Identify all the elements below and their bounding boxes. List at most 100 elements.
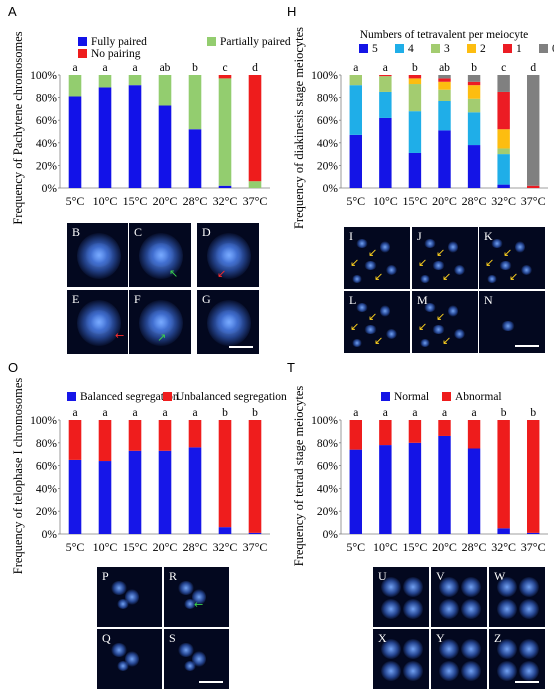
chart-h-sig-letter: c bbox=[501, 62, 506, 74]
arrow-icon: ↙ bbox=[436, 310, 446, 323]
chart-h-bar-2 bbox=[408, 78, 422, 85]
micrograph-panel-label: I bbox=[349, 229, 353, 243]
chart-h-xtick-label: 20°C bbox=[432, 194, 457, 208]
chart-h-ylabel: Frequency of diakinesis stage meiocytes bbox=[292, 27, 306, 229]
micrograph-panel: ↙ ↙ ↙ J bbox=[411, 226, 479, 290]
micrograph-panel: S bbox=[163, 628, 230, 690]
chart-t-xtick-label: 20°C bbox=[432, 540, 457, 554]
chart-o-legend-label: Balanced segregation bbox=[80, 391, 179, 403]
chromatin-blob bbox=[515, 241, 525, 253]
arrow-icon: ↖ bbox=[169, 267, 179, 280]
chart-h-ytick-label: 100% bbox=[311, 70, 338, 82]
chromatin-blob bbox=[125, 651, 139, 667]
chromatin-blob bbox=[403, 639, 423, 659]
chart-h-bar-3 bbox=[467, 98, 481, 113]
chart-h-legend-swatch bbox=[395, 44, 404, 53]
arrow-icon: ↙ bbox=[418, 320, 428, 333]
chart-a-bar-fully-paired bbox=[218, 185, 232, 188]
chart-h-panel-letter: H bbox=[287, 4, 296, 19]
chart-a-sig-letter: ab bbox=[160, 62, 171, 74]
chart-o-xtick-label: 10°C bbox=[93, 540, 118, 554]
chromatin-blob bbox=[519, 639, 539, 659]
micrograph-panel: ↙ ↙ ↙ L bbox=[343, 290, 411, 354]
chromatin-blob bbox=[519, 599, 539, 619]
chart-o-bar-balanced-segregation bbox=[158, 450, 172, 534]
chromatin-blob bbox=[501, 321, 515, 331]
chart-a-ytick-label: 20% bbox=[36, 160, 58, 172]
chromatin-blob bbox=[356, 303, 368, 312]
micrograph-panel-label: R bbox=[169, 569, 178, 583]
chart-h-bar-1 bbox=[527, 185, 540, 188]
chart-a-legend-label: Partially paired bbox=[220, 36, 291, 48]
chart-a-xtick-label: 37°C bbox=[243, 194, 268, 208]
chart-a-bar-no-pairing bbox=[218, 75, 232, 79]
chart-h-bar-5 bbox=[408, 152, 422, 188]
chart-h-legend-label: 2 bbox=[480, 43, 486, 55]
chart-h-bar-4 bbox=[467, 112, 481, 146]
chart-o-bar-unbalanced-segregation bbox=[128, 420, 142, 451]
micrograph-panel: V bbox=[430, 566, 488, 628]
chart-a-ytick-label: 40% bbox=[36, 138, 58, 150]
chart-h-sig-letter: b bbox=[471, 62, 477, 74]
chromatin-blob bbox=[519, 661, 539, 681]
chart-h-legend-swatch bbox=[431, 44, 440, 53]
chromatin-blob bbox=[111, 581, 127, 595]
scale-bar bbox=[515, 681, 539, 683]
chart-h-bar-1 bbox=[467, 81, 481, 86]
chart-t-ylabel: Frequency of tetrad stage meiocytes bbox=[292, 386, 306, 567]
chart-t-sig-letter: b bbox=[530, 407, 536, 419]
chromatin-blob bbox=[178, 581, 194, 595]
chromatin-blob bbox=[184, 599, 196, 609]
chromatin-blob bbox=[147, 243, 175, 267]
chart-o-ylabel: Frequency of telophase I chromosomes bbox=[11, 378, 25, 575]
chart-h-legend-swatch bbox=[503, 44, 512, 53]
chart-t-sig-letter: a bbox=[353, 407, 358, 419]
chart-h-bar-0 bbox=[438, 75, 451, 79]
chart-a-ytick-label: 0% bbox=[42, 183, 58, 195]
arrow-icon: ↙ bbox=[503, 246, 513, 259]
micrograph-panel-label: B bbox=[72, 225, 81, 239]
chromatin-blob bbox=[461, 661, 481, 681]
arrow-icon: ↙ bbox=[374, 334, 384, 347]
micrograph-panel: Y bbox=[430, 628, 488, 690]
chart-t-bar-normal bbox=[467, 448, 481, 534]
chromatin-blob bbox=[403, 599, 423, 619]
chart-h-sig-letter: a bbox=[383, 62, 388, 74]
chart-h-ytick-label: 20% bbox=[317, 160, 339, 172]
chromatin-blob bbox=[424, 303, 436, 312]
chart-h-legend-swatch bbox=[467, 44, 476, 53]
chart-h-bar-0 bbox=[527, 75, 540, 186]
chart-h-ytick-label: 0% bbox=[323, 183, 339, 195]
micrograph-panel: U bbox=[372, 566, 430, 628]
chromatin-blob bbox=[487, 275, 497, 283]
chart-h-bar-0 bbox=[467, 75, 481, 82]
arrow-icon: ← bbox=[194, 598, 204, 611]
chart-h-ytick-label: 60% bbox=[317, 115, 339, 127]
chromatin-blob bbox=[497, 577, 517, 597]
arrow-icon: ↙ bbox=[368, 310, 378, 323]
chromatin-blob bbox=[380, 305, 390, 317]
chart-t-legend-swatch bbox=[381, 392, 390, 401]
micrograph-panel-label: M bbox=[417, 293, 428, 307]
chromatin-blob bbox=[521, 265, 532, 275]
micrograph-panel: Z bbox=[488, 628, 546, 690]
chromatin-blob bbox=[147, 310, 175, 334]
chart-t-bar-abnormal bbox=[379, 420, 392, 446]
chart-h-sig-letter: ab bbox=[439, 62, 450, 74]
chart-t-ytick-label: 0% bbox=[323, 529, 339, 541]
chart-a-panel-letter: A bbox=[8, 4, 17, 19]
chart-a-xtick-label: 10°C bbox=[93, 194, 118, 208]
chart-a-legend-label: No pairing bbox=[91, 48, 141, 60]
chart-t-xtick-label: 5°C bbox=[346, 540, 365, 554]
chart-o-sig-letter: a bbox=[102, 407, 107, 419]
chart-o-xtick-label: 32°C bbox=[213, 540, 238, 554]
chart-a-xtick-label: 5°C bbox=[66, 194, 85, 208]
chart-a-bar-fully-paired bbox=[128, 85, 142, 188]
chart-a-ytick-label: 80% bbox=[36, 93, 58, 105]
chart-t-ytick-label: 100% bbox=[311, 415, 338, 427]
chart-a-xtick-label: 32°C bbox=[213, 194, 238, 208]
arrow-icon: ↙ bbox=[350, 256, 360, 269]
chart-h-bar-1 bbox=[408, 75, 422, 79]
chart-h-bar-4 bbox=[497, 154, 510, 185]
chart-o-legend-label: Unbalanced segregation bbox=[176, 391, 287, 403]
